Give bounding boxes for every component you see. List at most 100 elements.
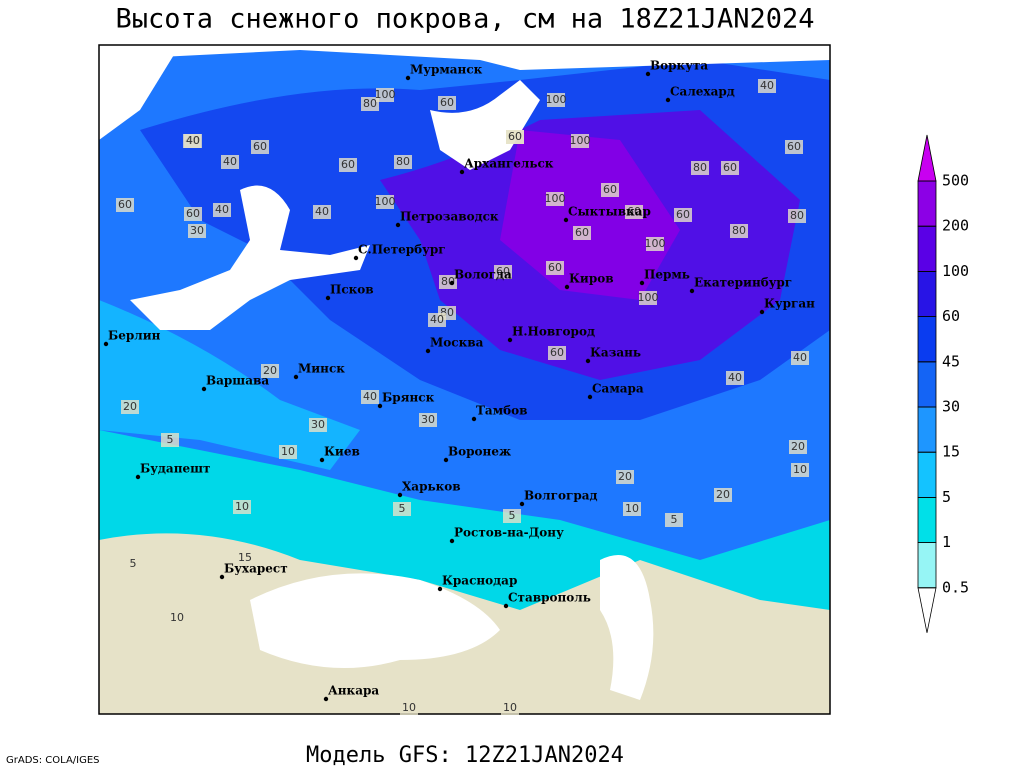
- contour-label-bg: [361, 390, 379, 404]
- city-dot: [759, 309, 765, 315]
- contour-label-bg: [789, 440, 807, 454]
- contour-label: 60: [676, 208, 690, 221]
- contour-label-bg: [309, 418, 327, 432]
- legend-swatch: [917, 316, 937, 363]
- contour-label: 20: [618, 470, 632, 483]
- legend-swatch: [917, 270, 937, 317]
- contour-label: 60: [550, 346, 564, 359]
- contour-label-bg: [503, 509, 521, 523]
- city-dot: [503, 603, 509, 609]
- contour-label: 100: [645, 237, 666, 250]
- contour-label-bg: [124, 557, 142, 571]
- city-dot: [135, 474, 141, 480]
- city-label: Воркута: [650, 59, 708, 73]
- contour-label: 40: [363, 390, 377, 403]
- contour-label: 80: [396, 155, 410, 168]
- contour-label-bg: [261, 364, 279, 378]
- city-label: Киров: [569, 272, 614, 286]
- city-dot: [449, 280, 455, 286]
- contour-label-bg: [439, 275, 457, 289]
- city-label: Брянск: [382, 391, 435, 405]
- contour-label-bg: [236, 551, 254, 565]
- legend-swatch: [917, 225, 937, 272]
- city-dot: [639, 280, 645, 286]
- city-dot: [319, 457, 325, 463]
- contour-label: 60: [787, 140, 801, 153]
- legend-swatch: [917, 451, 937, 498]
- contour-label-bg: [251, 140, 269, 154]
- city-dot: [325, 295, 331, 301]
- map-title: Высота снежного покрова, см на 18Z21JAN2…: [116, 4, 815, 35]
- city-dot: [395, 222, 401, 228]
- city-dot: [201, 386, 207, 392]
- black-sea: [250, 573, 500, 668]
- arctic-sea: [99, 45, 830, 70]
- city-dot: [459, 169, 465, 175]
- legend-swatch: [917, 361, 937, 408]
- city-label: Петрозаводск: [400, 210, 499, 224]
- contour-label-bg: [184, 134, 202, 148]
- model-footer: Модель GFS: 12Z21JAN2024: [306, 743, 624, 768]
- contour-label-bg: [639, 291, 657, 305]
- city-label: Сыктывкар: [568, 205, 651, 219]
- baltic-sea: [130, 185, 370, 330]
- contour-label-bg: [394, 155, 412, 169]
- city-dot: [219, 574, 225, 580]
- city-dot: [323, 696, 329, 702]
- contour-label-bg: [573, 226, 591, 240]
- city-label: Краснодар: [442, 574, 517, 588]
- contour-label: 5: [167, 433, 174, 446]
- contour-label: 5: [399, 502, 406, 515]
- city-dot: [645, 71, 651, 77]
- city-label: Псков: [330, 283, 374, 297]
- city-dot: [665, 97, 671, 103]
- contour-label-bg: [548, 346, 566, 360]
- city-label: Тамбов: [476, 404, 527, 418]
- city-label: Вологда: [454, 268, 512, 282]
- city-dot: [397, 492, 403, 498]
- city-label: Салехард: [670, 85, 735, 99]
- legend-label: 500: [942, 172, 969, 190]
- contour-label: 60: [627, 205, 641, 218]
- contour-label-bg: [161, 433, 179, 447]
- contour-label-bg: [546, 192, 564, 206]
- contour-label: 60: [508, 130, 522, 143]
- contour-label-bg: [361, 97, 379, 111]
- legend-top-arrow: [917, 134, 937, 182]
- contour-label: 100: [545, 192, 566, 205]
- contour-label-bg: [494, 265, 512, 279]
- caspian-sea: [600, 555, 654, 700]
- contour-label-bg: [339, 158, 357, 172]
- contour-label-bg: [506, 130, 524, 144]
- city-label: Харьков: [402, 480, 461, 494]
- contour-label: 40: [728, 371, 742, 384]
- contour-label-bg: [730, 224, 748, 238]
- contour-label-bg: [428, 313, 446, 327]
- contour-label-bg: [279, 445, 297, 459]
- contour-label: 60: [186, 207, 200, 220]
- legend-swatch: [917, 180, 937, 227]
- contour-label: 80: [790, 209, 804, 222]
- contour-label: 10: [625, 502, 639, 515]
- city-dot: [585, 358, 591, 364]
- contour-label-bg: [623, 502, 641, 516]
- contour-label: 100: [375, 195, 396, 208]
- contour-label: 60: [603, 183, 617, 196]
- contour-label: 15: [238, 551, 252, 564]
- contour-label: 5: [509, 509, 516, 522]
- legend-label: 30: [942, 398, 960, 416]
- legend-bottom-arrow: [917, 587, 937, 633]
- city-label: Будапешт: [140, 462, 210, 476]
- contour-label: 10: [503, 701, 517, 714]
- contour-label-bg: [188, 224, 206, 238]
- contour-label: 10: [793, 463, 807, 476]
- contour-label: 60: [118, 198, 132, 211]
- legend-label: 60: [942, 307, 960, 325]
- contour-label-bg: [547, 93, 565, 107]
- city-label: Ставрополь: [508, 591, 591, 605]
- contour-label: 80: [732, 224, 746, 237]
- legend-label: 15: [942, 443, 960, 461]
- contour-label-bg: [121, 400, 139, 414]
- city-label: Бухарест: [224, 562, 288, 576]
- city-dot: [425, 348, 431, 354]
